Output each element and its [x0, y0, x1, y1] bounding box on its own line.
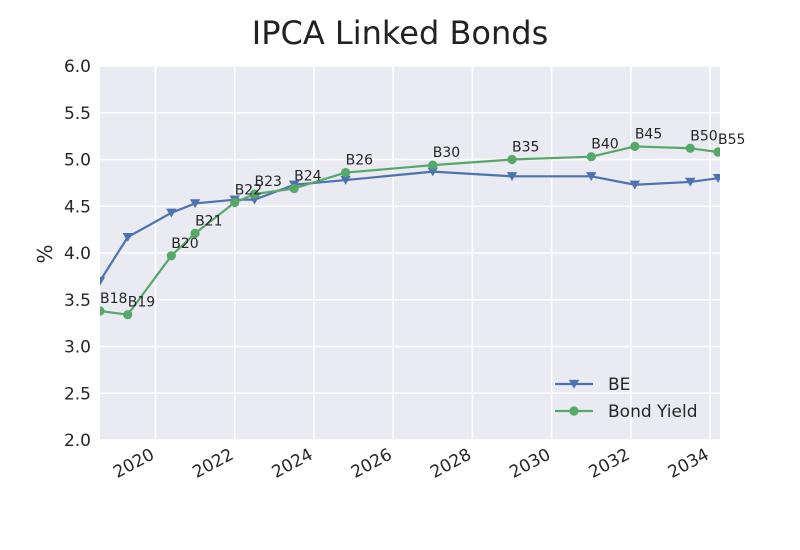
- data-label: B50: [690, 128, 717, 144]
- data-point: [190, 228, 200, 238]
- x-tick-label: 2032: [586, 445, 634, 483]
- data-label: B40: [591, 137, 618, 153]
- legend-marker: [568, 379, 580, 389]
- data-point: [166, 251, 176, 261]
- y-tick-label: 6.0: [64, 57, 91, 77]
- data-point: [341, 167, 351, 178]
- x-tick-label: 2022: [189, 445, 237, 483]
- x-tick-label: 2028: [427, 445, 475, 483]
- y-tick-label: 3.5: [64, 291, 91, 311]
- data-point: [629, 180, 641, 190]
- y-tick-label: 5.5: [64, 104, 91, 124]
- data-label: B30: [433, 145, 460, 161]
- data-label: B21: [195, 213, 222, 229]
- data-label: B55: [718, 132, 745, 148]
- chart-title: IPCA Linked Bonds: [251, 14, 549, 52]
- data-point: [122, 232, 133, 242]
- data-label: B22: [235, 183, 262, 199]
- data-point: [189, 199, 201, 209]
- legend-label: Bond Yield: [608, 402, 698, 422]
- data-label: B45: [635, 126, 662, 142]
- series-1: [100, 141, 720, 320]
- data-label: B35: [512, 140, 539, 156]
- x-tick-label: 2030: [506, 445, 554, 483]
- data-point: [586, 172, 597, 182]
- y-tick-label: 4.5: [64, 197, 91, 217]
- y-tick-label: 5.0: [64, 151, 91, 171]
- data-point: [230, 197, 240, 208]
- data-point: [712, 174, 720, 183]
- data-point: [713, 147, 720, 157]
- x-tick-label: 2034: [665, 445, 713, 483]
- x-tick-label: 2020: [110, 445, 158, 483]
- data-label: B23: [255, 174, 282, 190]
- series-line: [100, 170, 719, 282]
- data-label: B19: [128, 295, 155, 311]
- data-point: [427, 167, 438, 177]
- data-point: [340, 175, 351, 185]
- data-point: [123, 310, 133, 320]
- x-tick-label: 2026: [348, 445, 396, 483]
- x-tick-label: 2024: [269, 445, 317, 483]
- data-label: B18: [100, 291, 127, 307]
- data-point: [685, 143, 695, 153]
- data-point: [507, 154, 517, 165]
- data-point: [100, 306, 105, 316]
- data-point: [289, 183, 299, 194]
- y-tick-label: 2.5: [64, 384, 91, 404]
- data-point: [249, 189, 260, 199]
- data-point: [166, 208, 177, 218]
- data-point: [586, 152, 596, 162]
- data-point: [685, 177, 696, 187]
- data-label: B24: [294, 168, 322, 184]
- y-tick-label: 2.0: [64, 431, 91, 451]
- y-tick-label: 4.0: [64, 244, 91, 264]
- data-point: [100, 276, 106, 286]
- data-label: B26: [346, 153, 374, 169]
- legend-label: BE: [608, 375, 630, 395]
- y-axis-label: %: [33, 244, 57, 263]
- data-point: [630, 141, 640, 152]
- data-label: B20: [171, 236, 198, 252]
- data-point: [428, 160, 438, 170]
- y-tick-label: 3.0: [64, 338, 91, 358]
- legend-marker: [569, 406, 579, 416]
- data-point: [506, 172, 518, 182]
- series-line: [100, 145, 719, 316]
